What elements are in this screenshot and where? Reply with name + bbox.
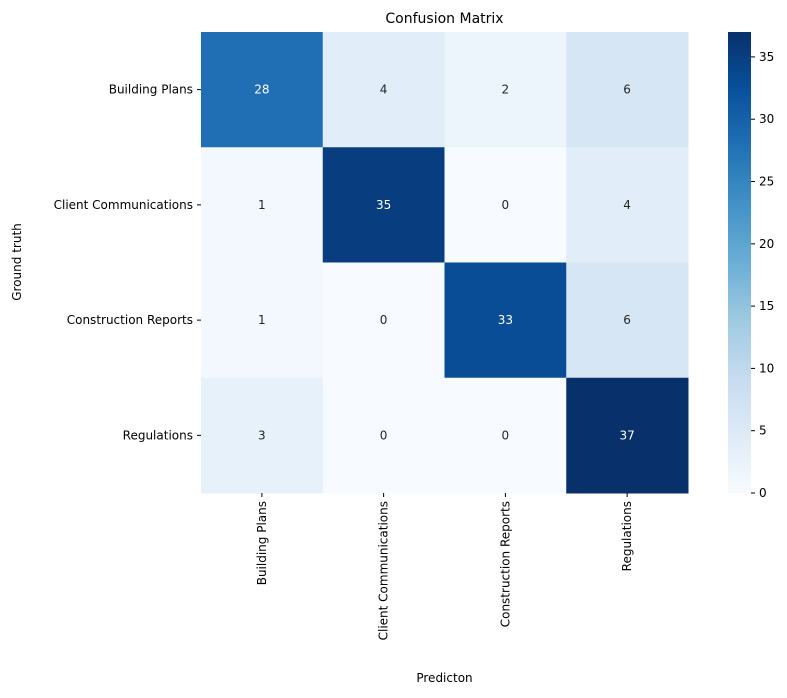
- y-axis-ticks: Building Plans Client Communications Const…: [54, 83, 201, 442]
- colorbar-tick-label: 0: [759, 486, 767, 500]
- x-axis-label: Predicton: [416, 671, 472, 685]
- y-axis-label: Ground truth: [10, 223, 24, 301]
- x-tick-label: Client Communications: [377, 501, 391, 640]
- y-tick-label: Building Plans: [109, 83, 193, 97]
- cell-value-label: 4: [623, 198, 631, 212]
- chart-title: Confusion Matrix: [385, 11, 503, 27]
- cell-value-label: 1: [258, 313, 266, 327]
- x-tick-label: Building Plans: [255, 501, 269, 585]
- cell-value-label: 28: [254, 83, 269, 97]
- colorbar-tick-label: 25: [759, 175, 774, 189]
- colorbar-tick-label: 20: [759, 237, 774, 251]
- heatmap-cell: [201, 377, 324, 494]
- heatmap-cell: [444, 32, 567, 148]
- heatmap-cell: [322, 262, 445, 379]
- colorbar-tick-label: 15: [759, 299, 774, 313]
- y-tick-label: Client Communications: [54, 198, 193, 212]
- heatmap-cell: [444, 377, 567, 494]
- heatmap-cell: [201, 32, 324, 148]
- heatmap-cell: [566, 147, 689, 263]
- colorbar-ticks: 0 5 10 15 20 25 30 35: [751, 50, 774, 500]
- cell-value-label: 0: [380, 313, 388, 327]
- cell-value-label: 6: [623, 83, 631, 97]
- heatmap-cell: [201, 262, 324, 379]
- heatmap-cell: [444, 147, 567, 263]
- cell-value-label: 2: [502, 83, 510, 97]
- cell-value-label: 33: [498, 313, 513, 327]
- colorbar-tick-label: 35: [759, 50, 774, 64]
- colorbar: [728, 32, 751, 493]
- cell-annotations: 28 4 2 6 1 35 0 4 1 0 33 6 3 0 0 37: [254, 83, 635, 443]
- heatmap-cell: [322, 147, 445, 263]
- heatmap-cell: [322, 32, 445, 148]
- cell-value-label: 1: [258, 198, 266, 212]
- colorbar-tick-label: 5: [759, 424, 767, 438]
- heatmap-cell: [322, 377, 445, 494]
- cell-value-label: 4: [380, 83, 388, 97]
- cell-value-label: 6: [623, 313, 631, 327]
- colorbar-tick-label: 10: [759, 361, 774, 375]
- x-axis-ticks: Building Plans Client Communications Const…: [255, 493, 634, 640]
- heatmap-cells: [201, 32, 689, 494]
- y-tick-label: Regulations: [123, 428, 193, 442]
- cell-value-label: 0: [502, 428, 510, 442]
- cell-value-label: 3: [258, 428, 266, 442]
- y-tick-label: Construction Reports: [67, 313, 193, 327]
- heatmap-cell: [566, 32, 689, 148]
- heatmap-cell: [444, 262, 567, 379]
- cell-value-label: 37: [619, 428, 634, 442]
- cell-value-label: 0: [502, 198, 510, 212]
- heatmap-cell: [566, 377, 689, 494]
- colorbar-tick-label: 30: [759, 112, 774, 126]
- x-tick-label: Construction Reports: [498, 501, 512, 627]
- x-tick-label: Regulations: [620, 501, 634, 571]
- cell-value-label: 35: [376, 198, 391, 212]
- heatmap-cell: [201, 147, 324, 263]
- cell-value-label: 0: [380, 428, 388, 442]
- heatmap-cell: [566, 262, 689, 379]
